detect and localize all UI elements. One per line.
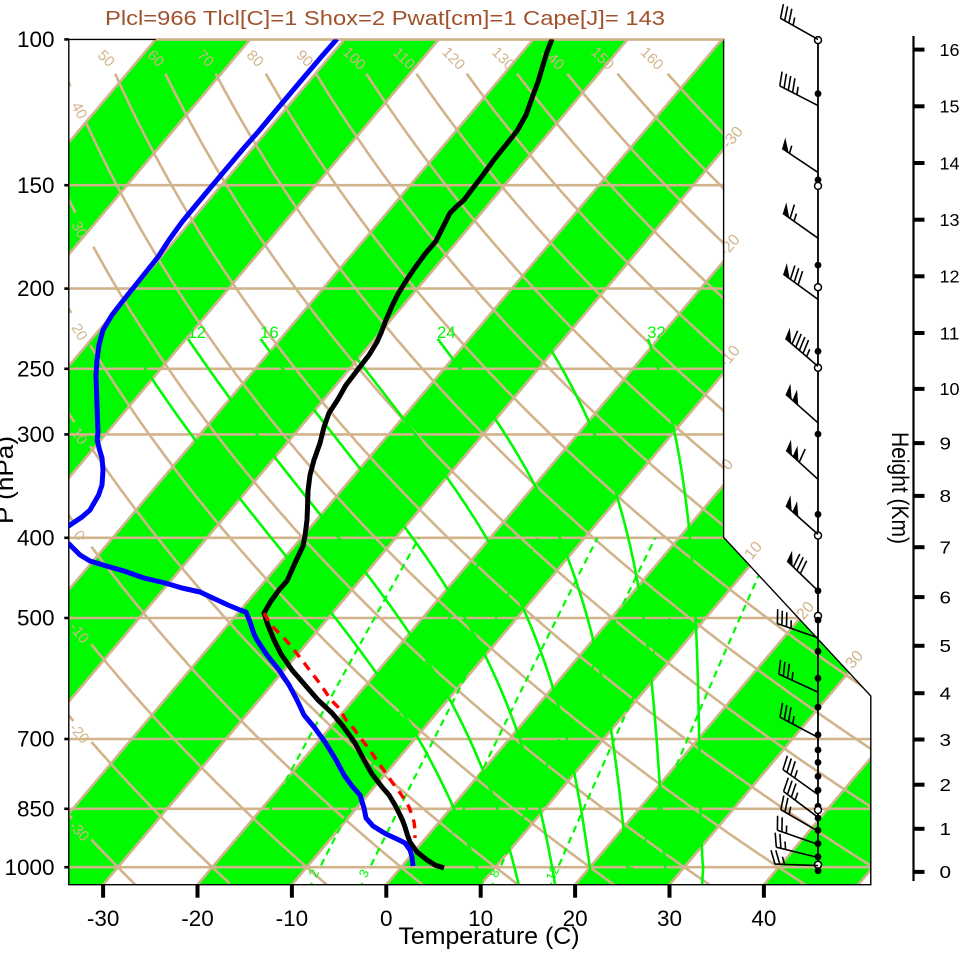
svg-text:4: 4 [940,684,952,704]
svg-text:20: 20 [341,323,360,342]
svg-text:24: 24 [437,323,456,342]
svg-text:10: 10 [940,379,960,399]
svg-text:7: 7 [940,538,952,558]
svg-text:16: 16 [940,40,960,60]
svg-text:-30: -30 [87,906,120,931]
svg-text:500: 500 [17,606,55,631]
svg-text:300: 300 [17,422,55,447]
svg-text:9: 9 [940,433,952,453]
svg-text:5: 5 [940,636,952,656]
svg-text:400: 400 [17,525,55,550]
svg-text:15: 15 [940,97,960,117]
svg-text:Plcl=966 Tlcl[C]=1 Shox=2 Pwat: Plcl=966 Tlcl[C]=1 Shox=2 Pwat[cm]=1 Cap… [105,7,665,30]
svg-text:12: 12 [940,267,960,287]
svg-text:8: 8 [126,323,136,342]
svg-text:Temperature (C): Temperature (C) [399,923,580,950]
svg-text:100: 100 [17,27,55,52]
svg-text:850: 850 [17,796,55,821]
svg-text:32: 32 [647,323,666,342]
svg-text:11: 11 [940,323,960,343]
svg-text:12: 12 [188,323,207,342]
svg-text:6: 6 [940,587,952,607]
svg-text:2: 2 [940,775,952,795]
svg-text:0: 0 [940,862,952,882]
svg-text:700: 700 [17,727,55,752]
svg-text:30: 30 [657,906,682,931]
svg-text:1000: 1000 [4,855,54,880]
svg-text:150: 150 [17,173,55,198]
svg-text:16: 16 [260,323,279,342]
svg-text:40: 40 [751,906,776,931]
svg-text:1: 1 [940,819,952,839]
svg-text:13: 13 [940,210,960,230]
svg-text:Height (Km): Height (Km) [886,432,913,544]
svg-text:0: 0 [380,906,393,931]
svg-text:-20: -20 [181,906,214,931]
svg-text:-10: -10 [276,906,309,931]
svg-text:P (hPa): P (hPa) [0,436,19,524]
svg-text:3: 3 [940,730,952,750]
svg-text:250: 250 [17,356,55,381]
svg-text:8: 8 [940,486,952,506]
svg-text:200: 200 [17,276,55,301]
svg-text:28: 28 [544,323,563,342]
svg-text:14: 14 [940,153,960,173]
